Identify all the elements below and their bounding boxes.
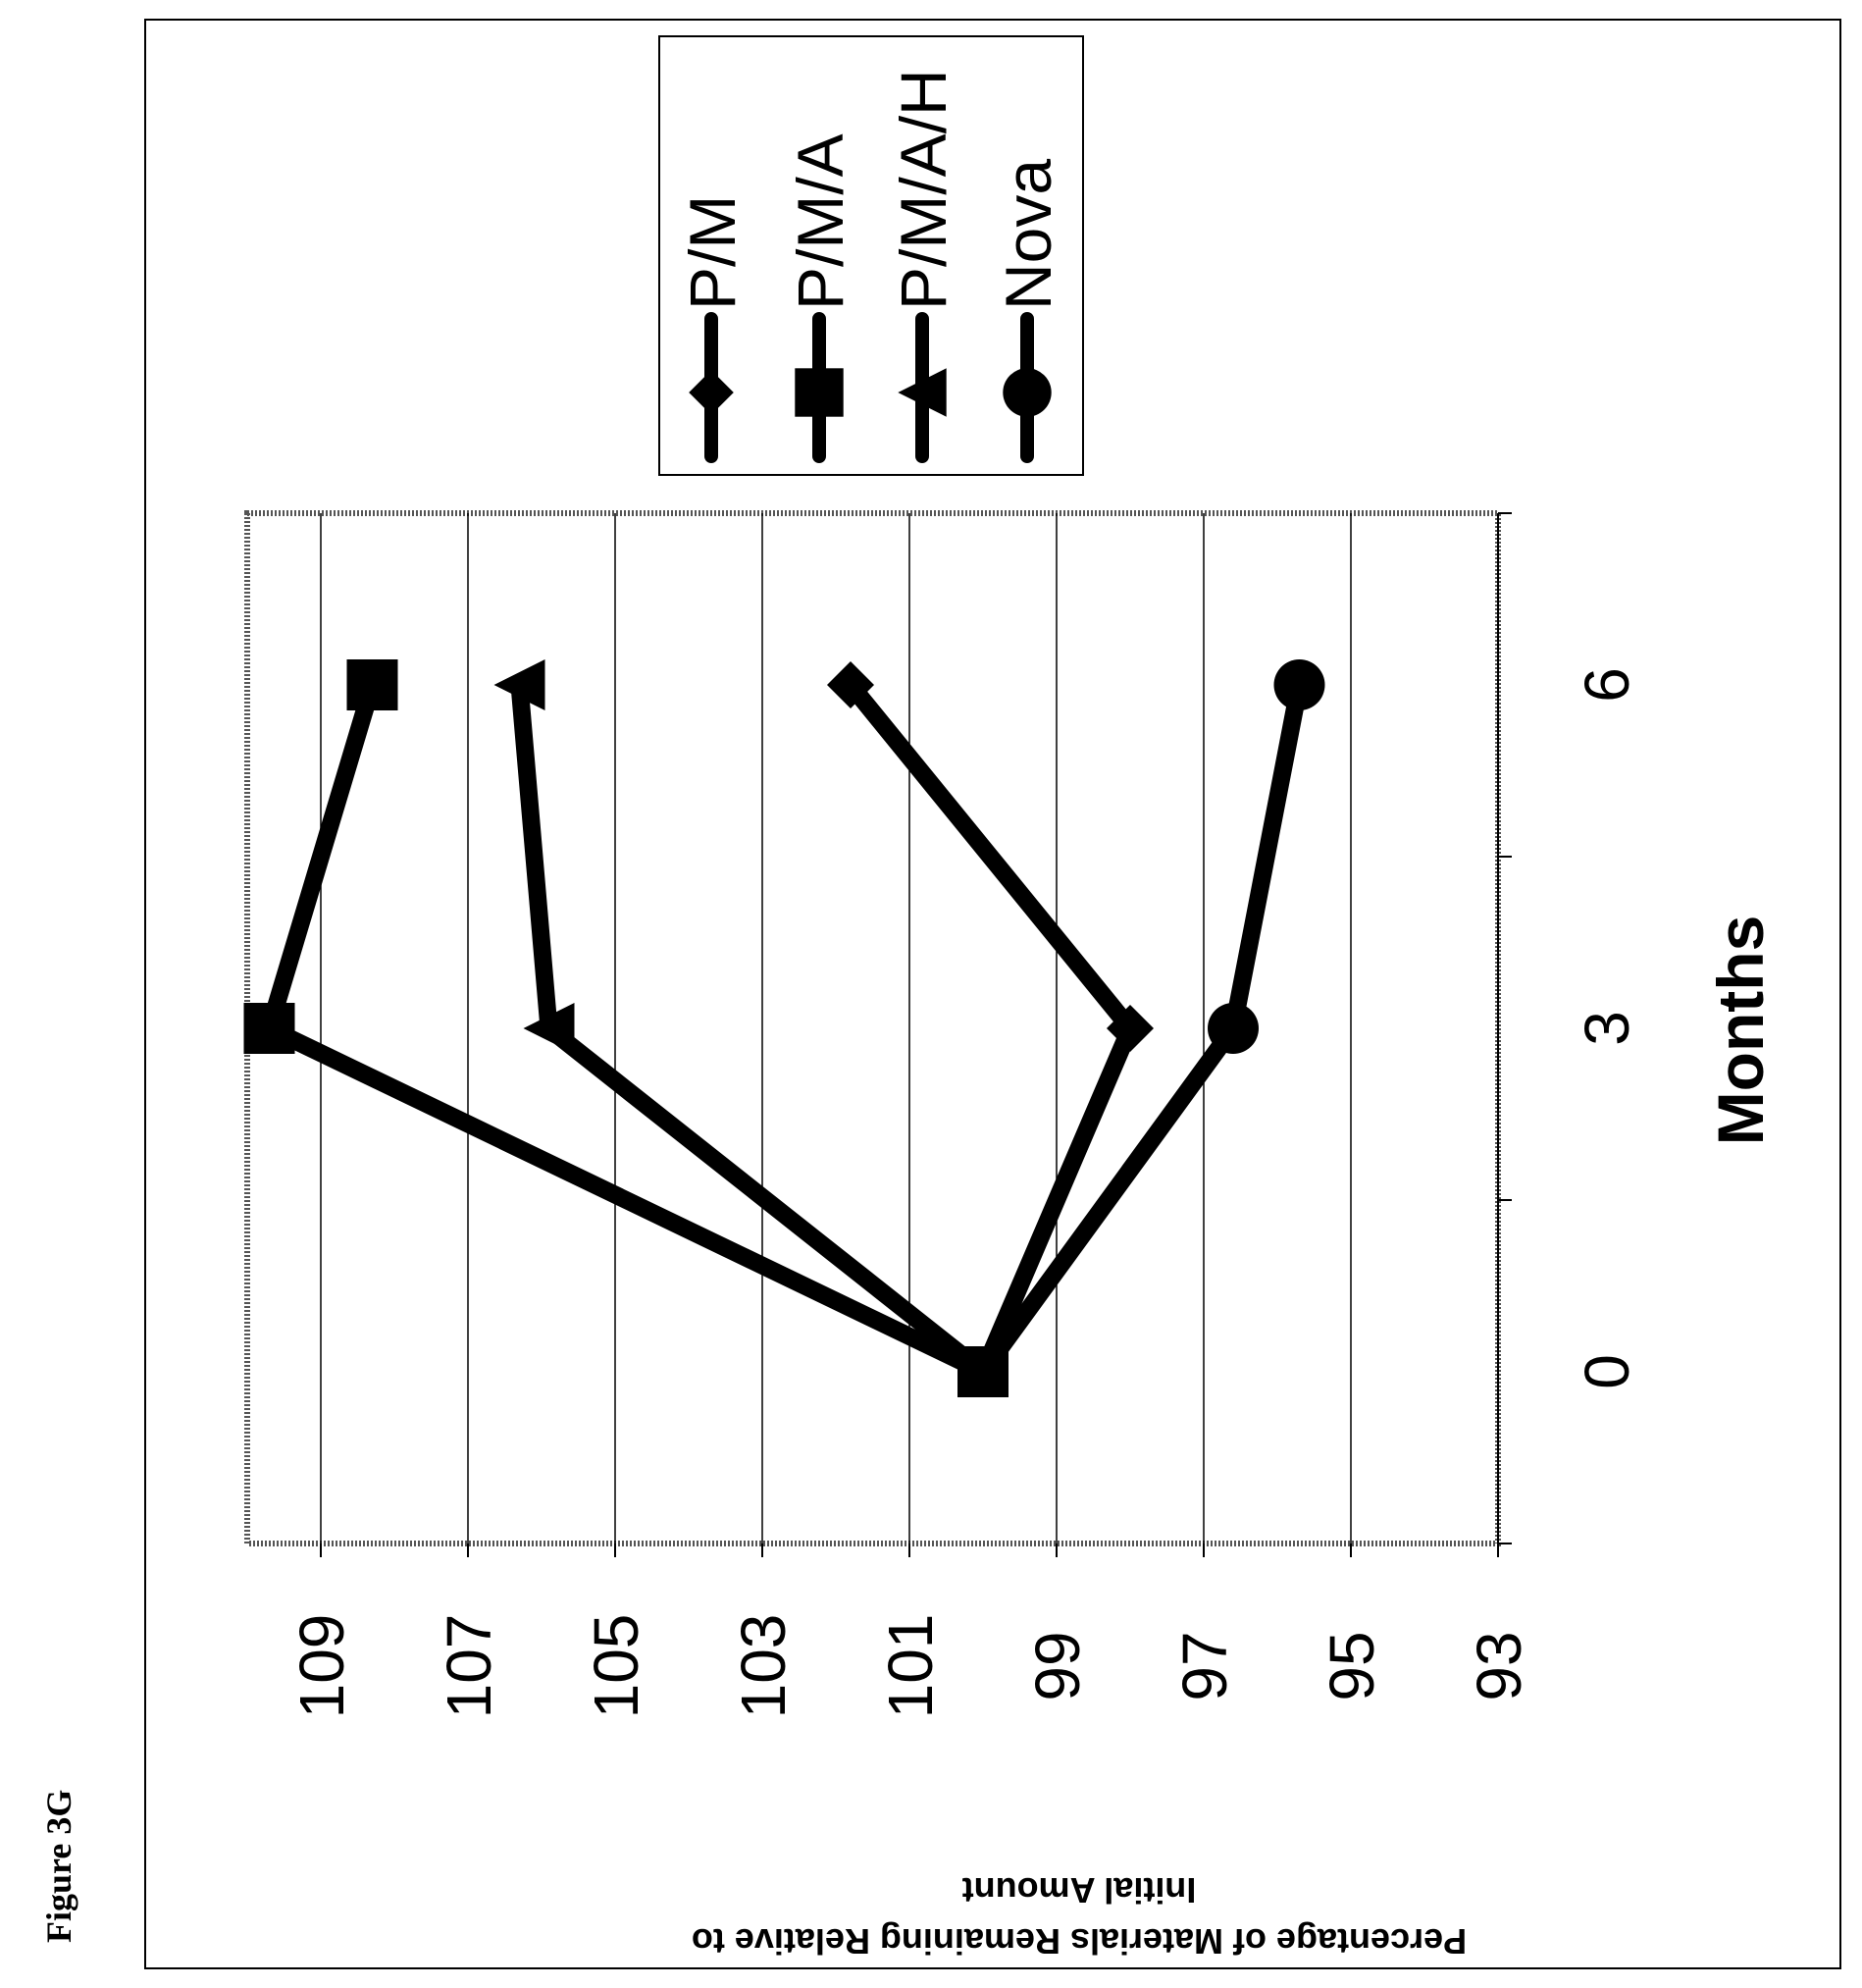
- series-line-p-m: [842, 676, 1139, 1381]
- x-tick-label-3: 3: [1572, 1011, 1642, 1046]
- point-nova-3: [1208, 1003, 1259, 1054]
- data-series: [243, 659, 1325, 1397]
- y-tick-label-95: 95: [1317, 1631, 1387, 1700]
- point-p-m-a-h-6: [493, 659, 545, 710]
- x-tick-labels: 0 3 6: [1572, 667, 1642, 1389]
- outer-frame: [144, 19, 1841, 1969]
- y-tick-label-109: 109: [286, 1614, 357, 1719]
- point-p-m-3: [1107, 1005, 1154, 1052]
- point-p-m-6: [827, 661, 874, 708]
- legend-label-nova: Nova: [992, 159, 1064, 310]
- y-axis-title: Percentage of Materials Remaining Relati…: [692, 1870, 1467, 1962]
- point-nova-6: [1273, 659, 1325, 710]
- y-axis-title-line-1: Percentage of Materials Remaining Relati…: [692, 1921, 1467, 1962]
- legend: P/M P/M/A P/M/A/H Nova: [658, 35, 1084, 476]
- y-axis-title-line-2: Initial Amount: [962, 1870, 1197, 1910]
- figure-label: Figure 3G: [39, 1790, 78, 1943]
- x-tick-label-0: 0: [1572, 1354, 1642, 1389]
- legend-label-p-m-a-h: P/M/A/H: [887, 69, 959, 310]
- legend-marker-p-m-a: [795, 368, 844, 417]
- y-tick-label-99: 99: [1022, 1631, 1093, 1700]
- point-p-m-a-h-3: [523, 1003, 575, 1054]
- plot-area: 93 95 97 99 101 103 105 107 109 0 3 6: [243, 510, 1642, 1719]
- legend-marker-p-m-a-h: [898, 368, 947, 417]
- point-p-m-a-6: [346, 659, 398, 710]
- legend-marker-p-m: [689, 370, 734, 415]
- legend-label-p-m-a: P/M/A: [784, 133, 856, 310]
- y-tick-labels: 93 95 97 99 101 103 105 107 109: [286, 1614, 1534, 1719]
- y-tick-label-101: 101: [875, 1614, 946, 1719]
- point-nova-0: [957, 1346, 1009, 1397]
- gridlines: [320, 513, 1499, 1543]
- y-tick-label-103: 103: [728, 1614, 799, 1719]
- y-tick-label-107: 107: [434, 1614, 504, 1719]
- x-tick-label-6: 6: [1572, 667, 1642, 703]
- legend-marker-nova: [1003, 368, 1052, 417]
- point-p-m-a-3: [243, 1003, 295, 1054]
- y-tick-label-105: 105: [581, 1614, 651, 1719]
- y-tick-label-93: 93: [1464, 1631, 1534, 1700]
- y-tick-label-97: 97: [1169, 1631, 1240, 1700]
- series-line-p-m-a: [260, 676, 992, 1381]
- x-axis-title: Months: [1704, 916, 1777, 1146]
- legend-label-p-m: P/M: [676, 195, 749, 310]
- axes: [320, 512, 1512, 1557]
